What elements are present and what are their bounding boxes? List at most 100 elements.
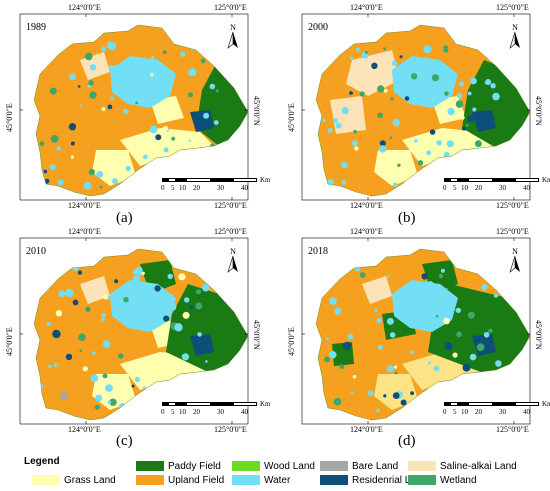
land-patch — [394, 371, 398, 375]
scale-unit: Km — [542, 176, 550, 184]
land-patch — [324, 356, 330, 363]
land-patch — [162, 125, 169, 132]
grass-land-patch — [374, 150, 418, 186]
grass-land-patch — [374, 374, 418, 410]
land-patch — [195, 302, 203, 310]
land-patch — [213, 120, 219, 125]
land-patch — [215, 89, 219, 93]
land-patch — [178, 273, 186, 281]
scale-tick-label: 40 — [523, 184, 530, 192]
land-patch — [162, 50, 167, 55]
scale-tick-label: 5 — [453, 408, 457, 416]
land-patch — [397, 163, 401, 167]
land-patch — [182, 263, 189, 270]
scale-tick-label: 10 — [179, 408, 186, 416]
land-patch — [211, 263, 219, 271]
saline-alkali-patch — [330, 96, 366, 134]
land-patch — [70, 155, 74, 159]
land-patch — [142, 154, 148, 160]
coord-label-top-right: 125°0'0"E — [214, 3, 247, 12]
land-patch — [137, 272, 142, 277]
land-patch — [465, 123, 469, 127]
map-panel-1989: 124°0'0"E 125°0'0"E 124°0'0"E 125°0'0"E 45°0… — [0, 0, 271, 214]
land-patch — [379, 140, 386, 147]
scale-bar-segment — [233, 403, 257, 405]
land-patch — [377, 85, 385, 93]
land-patch — [378, 145, 387, 153]
land-patch — [45, 62, 48, 66]
land-patch — [475, 140, 482, 148]
coord-label-right: 45°0'0"N — [534, 320, 543, 350]
study-area — [34, 249, 248, 420]
lake — [392, 56, 458, 108]
panel-year: 2018 — [308, 246, 328, 257]
land-patch — [383, 88, 388, 93]
land-patch — [135, 266, 143, 274]
land-patch — [423, 45, 432, 54]
land-patch — [44, 178, 50, 184]
land-patch — [52, 329, 61, 339]
scale-bar-segments — [444, 402, 539, 406]
land-patch — [106, 41, 115, 50]
land-patch — [350, 391, 354, 395]
land-patch — [90, 374, 99, 383]
land-patch — [482, 264, 489, 271]
land-patch — [326, 337, 329, 341]
scale-unit: Km — [260, 400, 271, 408]
land-patch — [89, 91, 97, 99]
land-patch — [191, 131, 197, 137]
scale-tick-label: 30 — [217, 408, 224, 416]
scale-bar-segment — [186, 179, 210, 181]
scale-bar-segment — [445, 403, 451, 405]
legend-item-bare-land: Bare Land — [320, 460, 398, 472]
land-patch — [182, 311, 190, 319]
coord-label-bottom-right: 125°0'0"E — [214, 201, 247, 210]
land-patch — [399, 55, 403, 59]
land-use-map — [19, 13, 249, 201]
scale-tick-label: 20 — [193, 184, 200, 192]
land-patch — [142, 386, 146, 390]
scale-tick-label: 5 — [171, 184, 175, 192]
land-patch — [446, 140, 454, 148]
lake — [110, 56, 176, 108]
land-patch — [368, 390, 374, 396]
land-patch — [209, 83, 216, 90]
land-patch — [462, 363, 471, 372]
scale-tick-label: 5 — [171, 408, 175, 416]
scale-tick-label: 20 — [475, 184, 482, 192]
land-patch — [65, 353, 73, 361]
legend-label: Water — [264, 474, 291, 486]
land-patch — [392, 392, 400, 399]
land-patch — [444, 91, 449, 96]
scale-bar-segment — [210, 403, 234, 405]
land-patch — [421, 273, 428, 280]
legend-item-paddy-field: Paddy Field — [136, 460, 221, 472]
north-arrow-right-half — [233, 256, 238, 272]
land-patch — [429, 129, 436, 135]
legend-label: Paddy Field — [168, 460, 221, 472]
land-patch — [102, 340, 111, 348]
land-patch — [88, 168, 96, 176]
legend: Legend Grass Land Paddy Field Upland Fie… — [0, 448, 550, 491]
land-patch — [43, 411, 49, 417]
lake — [110, 280, 176, 332]
land-patch — [462, 126, 466, 131]
land-patch — [103, 294, 108, 300]
land-patch — [458, 171, 465, 178]
land-patch — [134, 376, 140, 383]
land-patch — [354, 146, 359, 151]
coord-label-top-right: 125°0'0"E — [214, 227, 247, 236]
land-patch — [94, 404, 100, 410]
legend-label: Wood Land — [264, 460, 315, 472]
land-patch — [466, 382, 470, 386]
land-patch — [83, 181, 92, 190]
coord-label-bottom-left: 124°0'0"E — [350, 201, 383, 210]
scale-bar-segments — [444, 178, 539, 182]
panel-caption: (b) — [398, 210, 416, 226]
land-patch — [493, 293, 499, 298]
coord-label-bottom-left: 124°0'0"E — [68, 425, 101, 434]
land-patch — [426, 150, 432, 156]
land-patch — [155, 134, 162, 141]
land-patch — [377, 112, 383, 119]
scale-tick-label: 40 — [241, 184, 248, 192]
